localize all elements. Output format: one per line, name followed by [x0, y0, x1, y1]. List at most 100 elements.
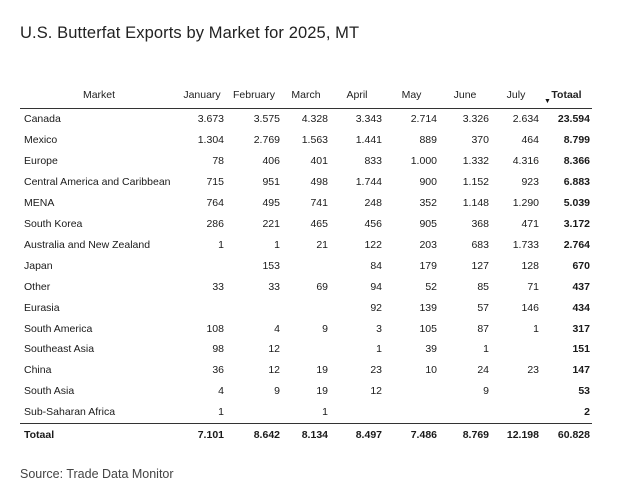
value-cell — [226, 402, 282, 423]
row-total-cell: 6.883 — [563, 175, 590, 188]
column-header-april[interactable]: April — [330, 83, 384, 109]
table-row: Central America and Caribbean 715 951 498 1.… — [20, 172, 592, 193]
market-name-cell: Sub-Saharan Africa — [24, 406, 116, 419]
value-cell — [439, 402, 491, 423]
value-cell: 108 — [206, 322, 224, 335]
value-cell: 71 — [527, 280, 539, 293]
value-cell — [282, 298, 330, 319]
row-total-cell: 53 — [578, 385, 590, 398]
value-cell: 1 — [376, 343, 382, 356]
value-cell: 3.326 — [462, 113, 489, 125]
value-cell: 1.290 — [512, 196, 539, 209]
value-cell: 370 — [471, 133, 489, 146]
value-cell: 900 — [419, 175, 437, 188]
total-label-cell: Totaal — [20, 423, 178, 447]
value-cell: 33 — [268, 280, 280, 293]
value-cell: 1 — [274, 238, 280, 251]
value-cell: 9 — [274, 385, 280, 398]
value-cell: 153 — [262, 259, 280, 272]
value-cell: 69 — [316, 280, 328, 293]
market-name-cell: South Asia — [24, 385, 75, 398]
column-header-may[interactable]: May — [384, 83, 439, 109]
value-cell: 248 — [364, 196, 382, 209]
value-cell — [178, 256, 226, 277]
market-name-cell: MENA — [24, 196, 55, 209]
value-cell: 889 — [419, 133, 437, 146]
column-header-june[interactable]: June — [439, 83, 491, 109]
value-cell: 12 — [268, 364, 280, 377]
column-header-market[interactable]: Market — [20, 83, 178, 109]
value-cell: 84 — [370, 259, 382, 272]
value-cell: 78 — [212, 154, 224, 167]
value-cell — [282, 256, 330, 277]
value-cell: 1.744 — [355, 175, 382, 188]
sort-descending-icon: ▼ — [544, 98, 551, 105]
column-header-february[interactable]: February — [226, 83, 282, 109]
value-cell: 715 — [206, 175, 224, 188]
value-cell: 33 — [212, 280, 224, 293]
value-cell: 951 — [262, 175, 280, 188]
value-cell: 2.714 — [410, 113, 437, 125]
column-header-july[interactable]: July — [491, 83, 541, 109]
value-cell: 139 — [419, 301, 437, 314]
value-cell: 2.769 — [253, 133, 280, 146]
value-cell: 52 — [425, 280, 437, 293]
market-name-cell: Other — [24, 280, 51, 293]
market-name-cell: South America — [24, 322, 93, 335]
value-cell: 1 — [483, 343, 489, 356]
table-total-row: Totaal 7.101 8.642 8.134 8.497 7.486 8.769 12.1… — [20, 423, 592, 447]
market-name-cell: Southeast Asia — [24, 343, 95, 356]
value-cell: 94 — [370, 280, 382, 293]
column-header-march[interactable]: March — [282, 83, 330, 109]
table-row: Canada 3.673 3.575 4.328 3.343 2.714 3.326 2.63… — [20, 109, 592, 130]
value-cell: 203 — [419, 238, 437, 251]
value-cell — [226, 298, 282, 319]
market-name-cell: China — [24, 364, 52, 377]
value-cell: 12 — [370, 385, 382, 398]
market-name-cell: Central America and Caribbean — [24, 175, 171, 188]
total-value-cell: 8.134 — [282, 423, 330, 447]
total-value-cell: 7.101 — [178, 423, 226, 447]
value-cell: 465 — [310, 217, 328, 230]
value-cell: 146 — [521, 301, 539, 314]
value-cell: 57 — [477, 301, 489, 314]
value-cell: 683 — [471, 238, 489, 251]
value-cell: 127 — [471, 259, 489, 272]
market-name-cell: South Korea — [24, 217, 83, 230]
value-cell: 1 — [322, 406, 328, 419]
value-cell: 4.328 — [301, 113, 328, 125]
value-cell: 10 — [425, 364, 437, 377]
row-total-cell: 670 — [572, 259, 590, 272]
total-value-cell: 12.198 — [491, 423, 541, 447]
value-cell: 905 — [419, 217, 437, 230]
page-title: U.S. Butterfat Exports by Market for 202… — [20, 24, 360, 42]
value-cell: 122 — [364, 238, 382, 251]
value-cell: 179 — [419, 259, 437, 272]
market-name-cell: Europe — [24, 154, 58, 167]
value-cell: 128 — [521, 259, 539, 272]
row-total-cell: 3.172 — [563, 217, 590, 230]
total-value-cell: 8.642 — [226, 423, 282, 447]
table-row: Europe 78 406 401 833 1.000 1.332 4.316 8.366 — [20, 151, 592, 172]
row-total-cell: 151 — [572, 343, 590, 356]
table-row: Japan 153 84 179 127 128 670 — [20, 256, 592, 277]
row-total-cell: 147 — [572, 364, 590, 377]
value-cell: 401 — [310, 154, 328, 167]
row-total-cell: 2.764 — [563, 238, 590, 251]
value-cell: 2.634 — [512, 113, 539, 125]
column-header-totaal[interactable]: Totaal ▼ — [541, 83, 592, 109]
table-row: Other 33 33 69 94 52 85 71 437 — [20, 277, 592, 298]
column-header-january[interactable]: January — [178, 83, 226, 109]
value-cell: 4.316 — [512, 154, 539, 167]
value-cell: 471 — [521, 217, 539, 230]
value-cell — [330, 402, 384, 423]
value-cell: 21 — [316, 238, 328, 251]
value-cell: 464 — [521, 133, 539, 146]
row-total-cell: 434 — [572, 301, 590, 314]
value-cell: 456 — [364, 217, 382, 230]
total-value-cell: 8.497 — [330, 423, 384, 447]
total-value-cell: 60.828 — [541, 423, 592, 447]
value-cell: 352 — [419, 196, 437, 209]
value-cell: 1.733 — [512, 238, 539, 251]
value-cell: 368 — [471, 217, 489, 230]
